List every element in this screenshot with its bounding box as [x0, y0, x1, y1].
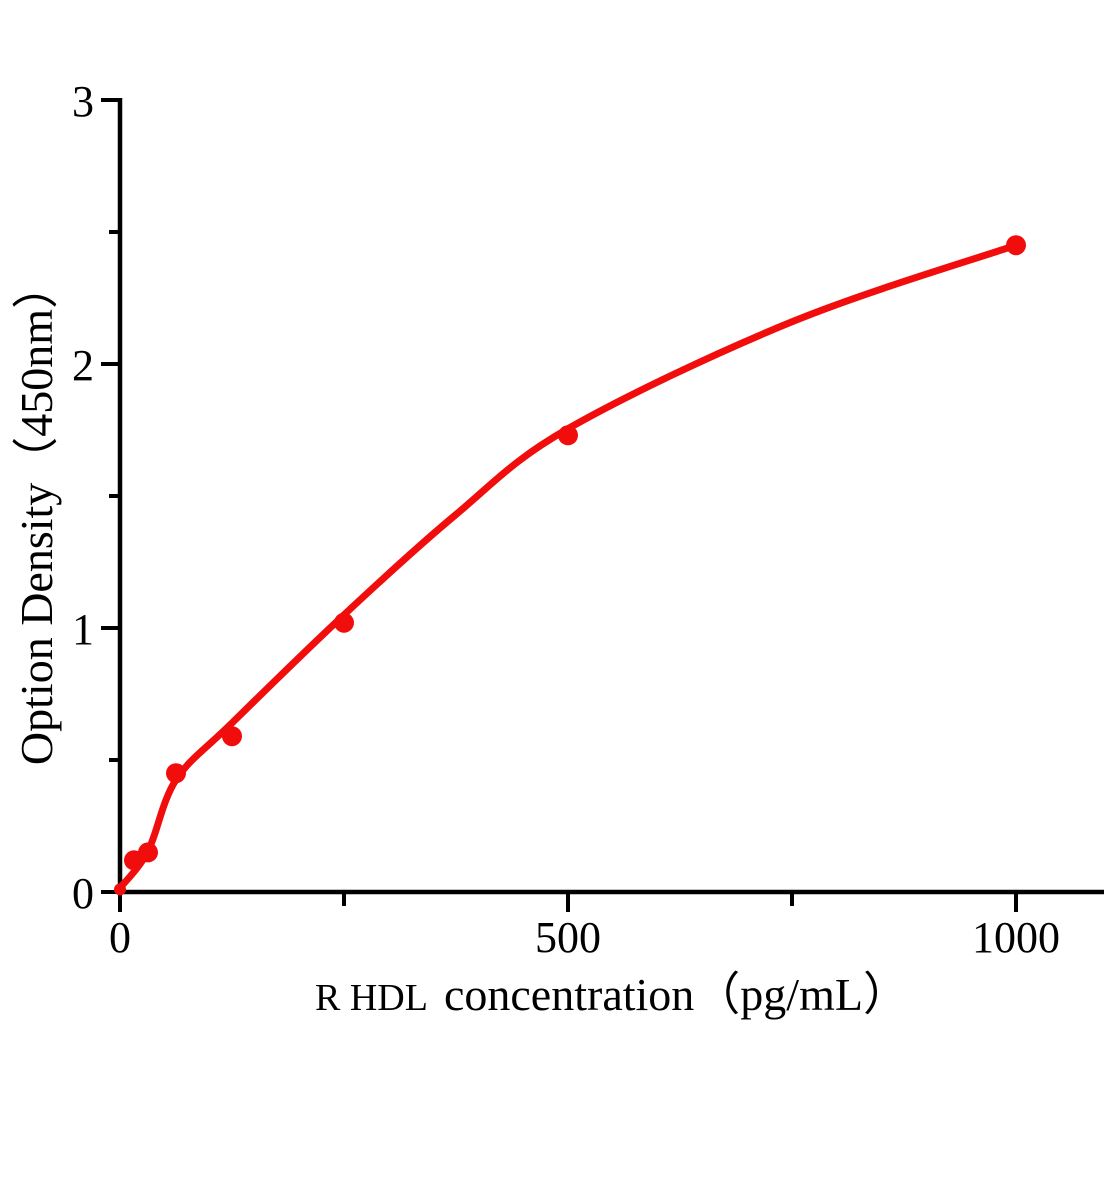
y-tick-label-0: 0 — [72, 869, 94, 918]
data-point-x250 — [334, 612, 354, 633]
data-point-x62.5 — [166, 763, 186, 784]
data-point-x125 — [222, 726, 242, 747]
data-point-x500 — [558, 425, 578, 446]
y-tick-label-2: 2 — [72, 341, 94, 390]
data-point-x1000 — [1006, 235, 1026, 256]
x-tick-label-1000: 1000 — [972, 913, 1060, 962]
fitted-curve — [116, 241, 1020, 892]
y-tick-label-1: 1 — [72, 605, 94, 654]
x-tick-label-500: 500 — [535, 913, 601, 962]
x-axis-title-main: concentration（pg/mL） — [443, 969, 909, 1020]
y-tick-label-3: 3 — [72, 77, 94, 126]
x-axis-title-prefix: R HDL — [315, 977, 428, 1019]
data-point-x0 — [114, 883, 126, 896]
y-axis-title: Option Density（450nm） — [11, 262, 62, 766]
x-axis-title: R HDL concentration（pg/mL） — [120, 968, 1104, 1025]
x-tick-label-0: 0 — [109, 913, 131, 962]
data-point-x31.2 — [138, 842, 158, 863]
